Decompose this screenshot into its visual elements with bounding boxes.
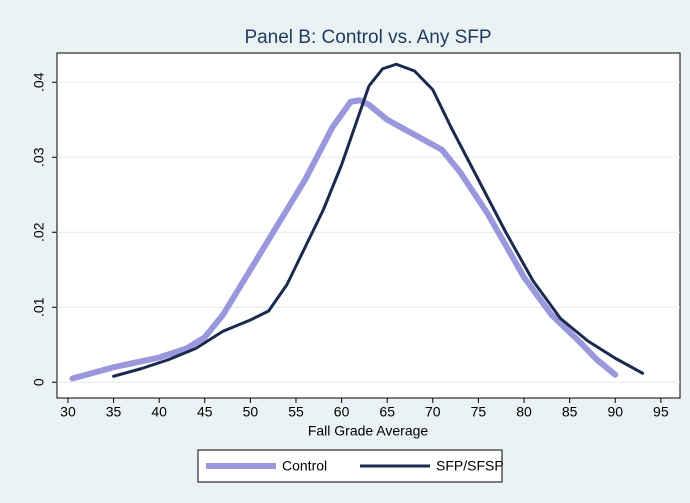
x-tick-label: 30 <box>60 404 76 420</box>
x-tick-label: 70 <box>425 404 441 420</box>
line <box>69 97 619 382</box>
legend-label: SFP/SFSP <box>436 458 504 474</box>
legend-label: Control <box>282 458 327 474</box>
x-tick-label: 60 <box>334 404 350 420</box>
x-tick-label: 45 <box>197 404 213 420</box>
x-tick-label: 95 <box>653 404 669 420</box>
x-tick-label: 40 <box>151 404 167 420</box>
x-tick-label: 65 <box>379 404 395 420</box>
x-tick-label: 35 <box>106 404 122 420</box>
y-tick-label: .01 <box>31 297 47 317</box>
line <box>112 62 645 378</box>
x-tick-label: 50 <box>243 404 259 420</box>
y-tick-label: .02 <box>31 222 47 242</box>
x-tick-label: 80 <box>516 404 532 420</box>
y-tick-label: .04 <box>31 72 47 92</box>
y-tick-label: 0 <box>31 378 47 386</box>
x-tick-label: 90 <box>607 404 623 420</box>
chart-title: Panel B: Control vs. Any SFP <box>244 27 491 48</box>
x-tick-label: 75 <box>471 404 487 420</box>
y-tick-label: .03 <box>31 147 47 167</box>
x-tick-label: 55 <box>288 404 304 420</box>
x-tick-label: 85 <box>562 404 578 420</box>
x-axis-label: Fall Grade Average <box>308 423 429 439</box>
